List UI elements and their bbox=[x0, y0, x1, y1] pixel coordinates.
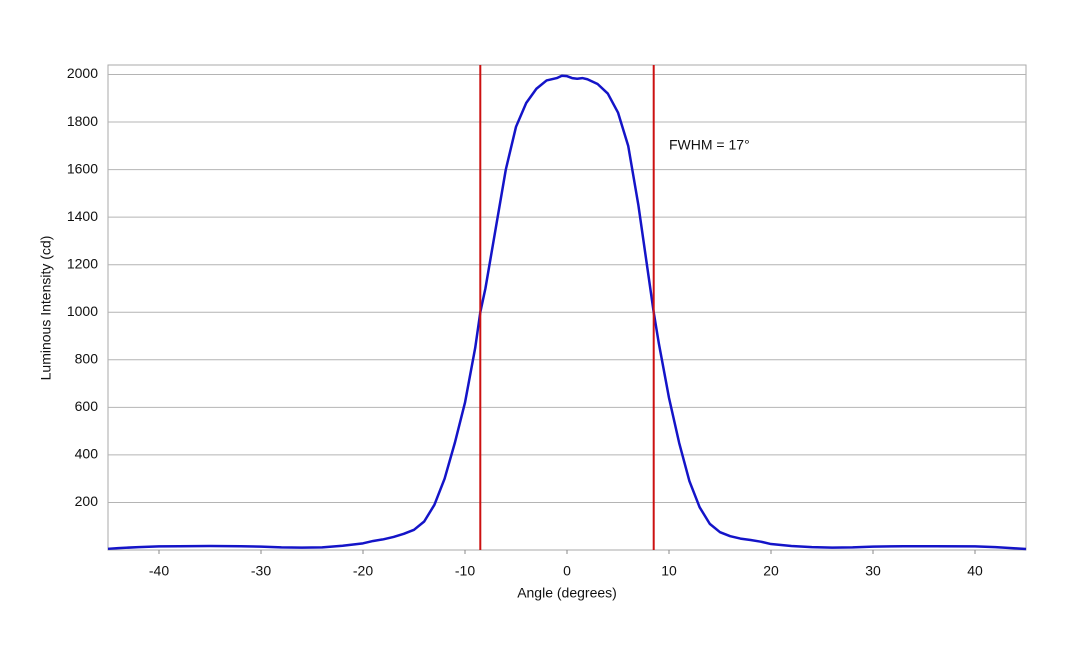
x-axis-label: Angle (degrees) bbox=[517, 585, 617, 601]
y-axis-label: Luminous Intensity (cd) bbox=[38, 236, 54, 381]
data-line bbox=[107, 74, 1027, 551]
x-tick-label: -30 bbox=[251, 563, 271, 579]
y-tick-label: 1000 bbox=[67, 303, 98, 319]
y-tick-label: 1800 bbox=[67, 113, 98, 129]
x-tick-label: 30 bbox=[865, 563, 881, 579]
y-tick-label: 400 bbox=[75, 446, 99, 462]
x-tick-label: -40 bbox=[149, 563, 169, 579]
y-tick-label: 200 bbox=[75, 493, 99, 509]
x-tick-label: -10 bbox=[455, 563, 475, 579]
y-tick-label: 600 bbox=[75, 398, 99, 414]
annotation: FWHM = 17° bbox=[669, 137, 750, 153]
x-tick-label: -20 bbox=[353, 563, 373, 579]
x-tick-label: 40 bbox=[967, 563, 983, 579]
x-tick-label: 0 bbox=[563, 563, 571, 579]
y-tick-label: 800 bbox=[75, 351, 99, 367]
x-tick-label: 10 bbox=[661, 563, 677, 579]
x-tick-label: 20 bbox=[763, 563, 779, 579]
y-tick-label: 1400 bbox=[67, 208, 98, 224]
y-tick-label: 2000 bbox=[67, 65, 98, 81]
y-tick-label: 1200 bbox=[67, 255, 98, 271]
y-tick-label: 1600 bbox=[67, 160, 98, 176]
